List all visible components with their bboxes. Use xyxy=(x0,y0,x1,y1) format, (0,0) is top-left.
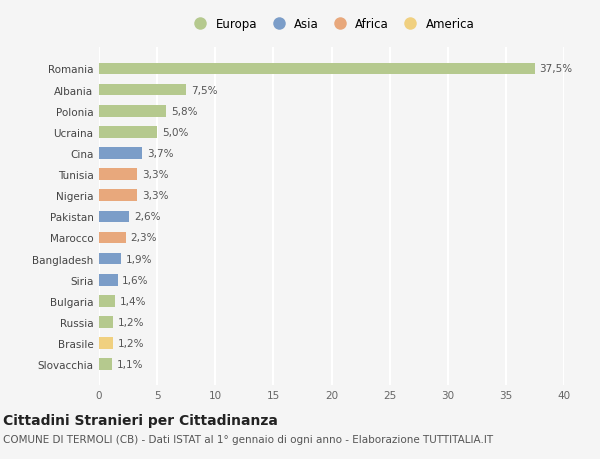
Bar xyxy=(99,232,126,244)
Legend: Europa, Asia, Africa, America: Europa, Asia, Africa, America xyxy=(186,15,477,33)
Text: 5,8%: 5,8% xyxy=(171,106,197,117)
Bar xyxy=(99,106,166,118)
Bar xyxy=(99,296,115,307)
Bar xyxy=(99,316,113,328)
Text: 37,5%: 37,5% xyxy=(539,64,573,74)
Text: 1,2%: 1,2% xyxy=(118,338,144,348)
Text: COMUNE DI TERMOLI (CB) - Dati ISTAT al 1° gennaio di ogni anno - Elaborazione TU: COMUNE DI TERMOLI (CB) - Dati ISTAT al 1… xyxy=(3,434,493,444)
Bar xyxy=(99,169,137,180)
Bar xyxy=(99,253,121,265)
Text: 3,3%: 3,3% xyxy=(142,191,169,201)
Text: Cittadini Stranieri per Cittadinanza: Cittadini Stranieri per Cittadinanza xyxy=(3,413,278,427)
Bar xyxy=(99,127,157,138)
Bar xyxy=(99,358,112,370)
Text: 1,2%: 1,2% xyxy=(118,317,144,327)
Bar xyxy=(99,190,137,202)
Text: 1,1%: 1,1% xyxy=(116,359,143,369)
Text: 1,9%: 1,9% xyxy=(126,254,152,264)
Bar xyxy=(99,63,535,75)
Text: 1,6%: 1,6% xyxy=(122,275,149,285)
Text: 3,3%: 3,3% xyxy=(142,170,169,180)
Bar xyxy=(99,337,113,349)
Text: 5,0%: 5,0% xyxy=(162,128,188,138)
Bar xyxy=(99,211,129,223)
Text: 2,6%: 2,6% xyxy=(134,212,160,222)
Text: 3,7%: 3,7% xyxy=(146,149,173,159)
Text: 1,4%: 1,4% xyxy=(120,296,146,306)
Bar xyxy=(99,84,186,96)
Bar xyxy=(99,148,142,159)
Text: 7,5%: 7,5% xyxy=(191,85,217,95)
Bar xyxy=(99,274,118,286)
Text: 2,3%: 2,3% xyxy=(130,233,157,243)
